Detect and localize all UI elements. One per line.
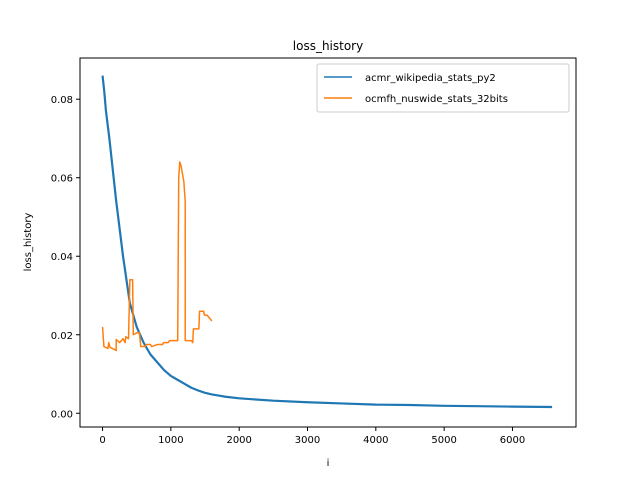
x-axis: 0 1000 2000 3000 4000 5000 6000 xyxy=(99,427,525,446)
y-axis: 0.00 0.02 0.04 0.06 0.08 xyxy=(51,95,80,420)
y-tick-label: 0.00 xyxy=(51,409,73,420)
plot-lines xyxy=(101,75,553,409)
y-tick-label: 0.02 xyxy=(51,331,73,342)
y-tick-label: 0.06 xyxy=(51,174,73,185)
x-tick-label: 3000 xyxy=(295,435,320,446)
y-axis-label: loss_history xyxy=(23,213,34,272)
legend-label-ocmfh: ocmfh_nuswide_stats_32bits xyxy=(365,94,508,105)
y-tick-label: 0.04 xyxy=(51,252,73,263)
x-tick-label: 6000 xyxy=(500,435,525,446)
x-tick-label: 2000 xyxy=(226,435,251,446)
x-axis-label: i xyxy=(327,458,330,469)
legend: acmr_wikipedia_stats_py2 ocmfh_nuswide_s… xyxy=(316,63,570,113)
x-tick-label: 5000 xyxy=(431,435,456,446)
y-tick-label: 0.08 xyxy=(51,95,73,106)
x-tick-label: 1000 xyxy=(158,435,183,446)
chart-title: loss_history xyxy=(293,39,363,53)
legend-label-acmr: acmr_wikipedia_stats_py2 xyxy=(365,73,496,84)
x-tick-label: 4000 xyxy=(363,435,388,446)
x-tick-label: 0 xyxy=(99,435,105,446)
series-line-ocmfh xyxy=(101,161,213,352)
series-line-acmr xyxy=(101,75,553,409)
legend-box xyxy=(316,63,570,113)
plot-frame xyxy=(79,57,577,428)
